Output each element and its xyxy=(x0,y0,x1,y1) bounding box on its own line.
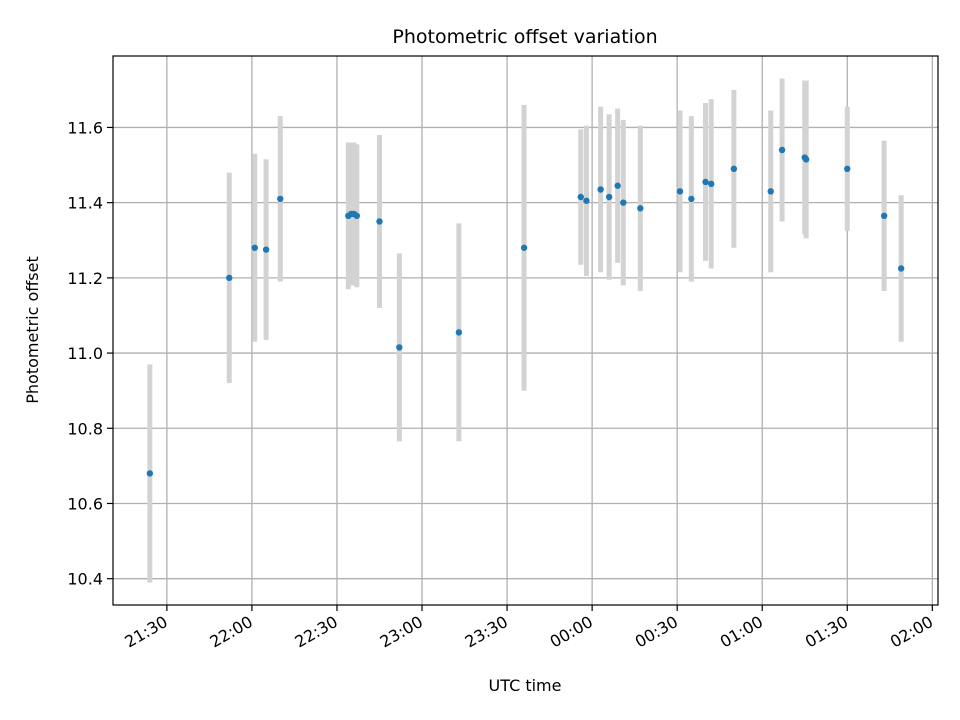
y-tick-label: 10.8 xyxy=(67,419,103,438)
data-point xyxy=(353,212,361,220)
data-point xyxy=(620,199,627,206)
y-tick-label: 11.4 xyxy=(67,194,103,213)
chart-title: Photometric offset variation xyxy=(392,26,657,48)
data-point xyxy=(802,156,810,163)
y-tick-label: 10.6 xyxy=(67,494,103,513)
y-axis-label: Photometric offset xyxy=(23,256,42,404)
data-point xyxy=(605,193,613,201)
data-point xyxy=(778,146,786,154)
plot-frame xyxy=(112,55,939,606)
data-point xyxy=(702,178,709,186)
data-point xyxy=(844,165,851,173)
data-point xyxy=(688,195,695,203)
x-axis-label: UTC time xyxy=(489,676,562,695)
data-point xyxy=(376,218,383,225)
data-point xyxy=(577,193,584,201)
y-tick-label: 10.4 xyxy=(67,570,103,589)
data-point xyxy=(897,265,905,272)
data-point xyxy=(520,244,528,251)
data-point xyxy=(707,180,715,188)
data-point xyxy=(614,182,621,189)
data-point xyxy=(277,195,284,203)
y-axis-ticks: 10.4 10.6 10.8 11.0 11.2 11.4 11.6 xyxy=(67,118,113,589)
data-point xyxy=(251,244,258,251)
data-point xyxy=(637,205,644,212)
y-tick-label: 11.0 xyxy=(67,344,103,363)
data-point xyxy=(583,197,590,204)
data-point xyxy=(146,470,154,477)
data-point xyxy=(597,186,604,193)
data-point xyxy=(262,246,270,253)
data-points xyxy=(146,146,905,477)
y-tick-label: 11.6 xyxy=(67,118,103,137)
data-point xyxy=(767,188,774,195)
data-point xyxy=(226,274,233,282)
data-point xyxy=(730,165,738,173)
data-point xyxy=(880,212,888,220)
data-point xyxy=(676,188,684,195)
y-tick-label: 11.2 xyxy=(67,269,103,288)
data-point xyxy=(455,329,463,336)
data-point xyxy=(396,344,403,351)
